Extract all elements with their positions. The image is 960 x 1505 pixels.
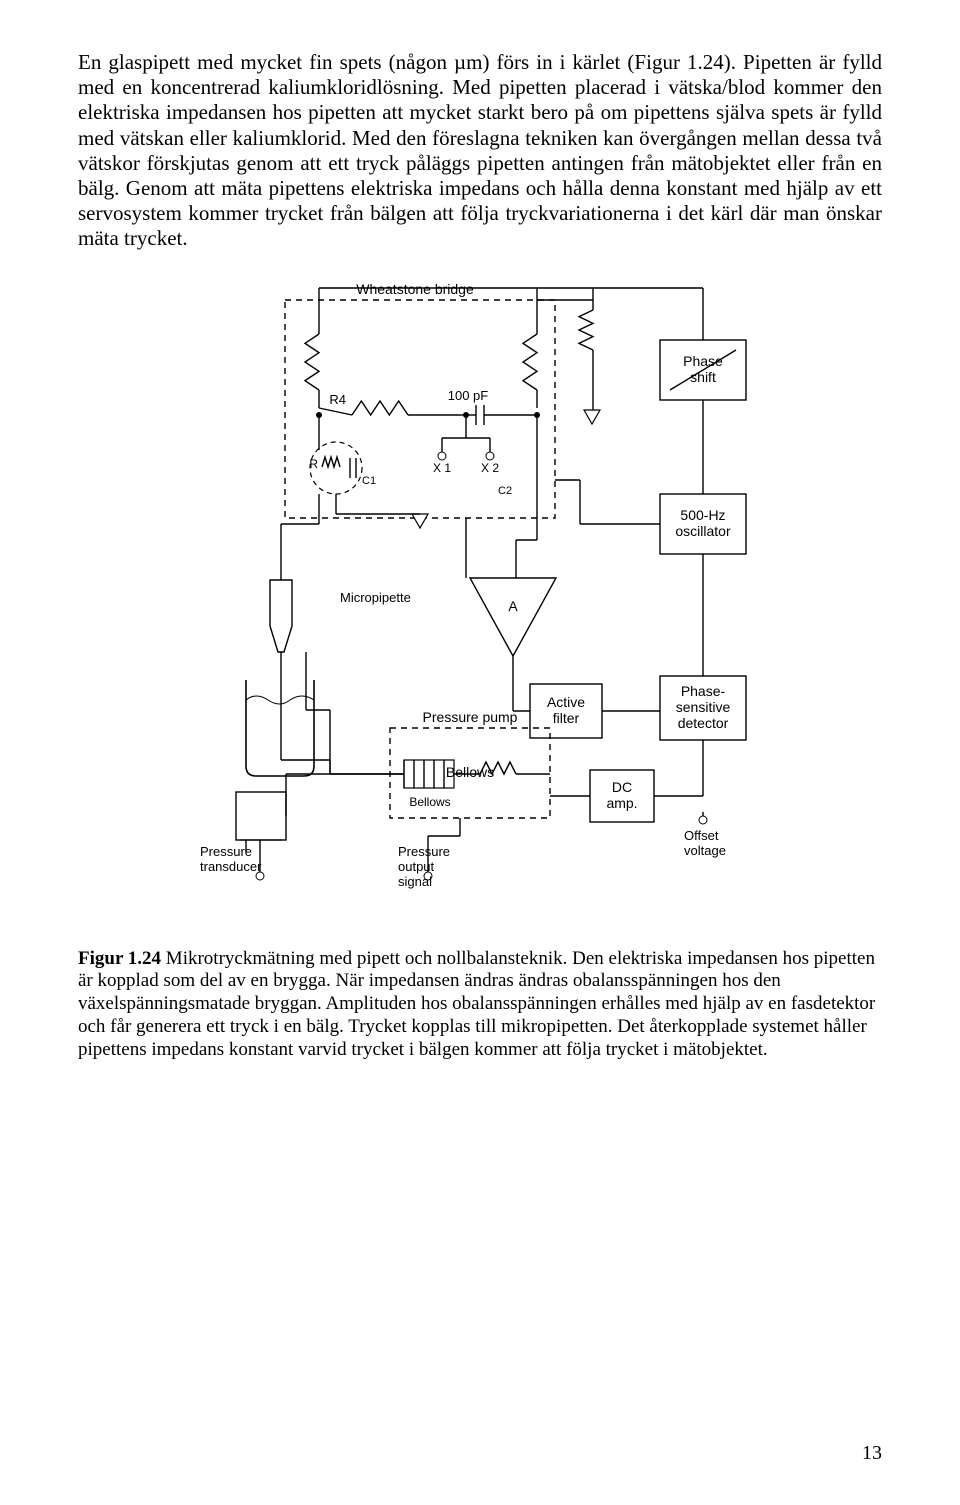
svg-text:Active: Active bbox=[547, 694, 585, 710]
svg-text:X 1: X 1 bbox=[433, 461, 451, 475]
svg-text:detector: detector bbox=[678, 715, 729, 731]
svg-text:500-Hz: 500-Hz bbox=[680, 507, 725, 523]
svg-text:R4: R4 bbox=[329, 392, 346, 407]
svg-text:transducer: transducer bbox=[200, 859, 262, 874]
svg-text:output: output bbox=[398, 859, 435, 874]
svg-text:amp.: amp. bbox=[606, 795, 637, 811]
svg-text:A: A bbox=[508, 598, 518, 614]
page-number: 13 bbox=[862, 1442, 882, 1465]
svg-text:Bellows: Bellows bbox=[446, 764, 494, 780]
svg-text:Offset: Offset bbox=[684, 828, 719, 843]
body-paragraph: En glaspipett med mycket fin spets (någo… bbox=[78, 50, 882, 252]
svg-text:X 2: X 2 bbox=[481, 461, 499, 475]
svg-text:Pressure: Pressure bbox=[398, 844, 450, 859]
svg-text:voltage: voltage bbox=[684, 843, 726, 858]
svg-text:Phase-: Phase- bbox=[681, 683, 726, 699]
svg-text:Micropipette: Micropipette bbox=[340, 590, 411, 605]
diagram-svg: Wheatstone bridgePhaseshift500-Hzoscilla… bbox=[160, 280, 800, 920]
svg-text:Pressure pump: Pressure pump bbox=[423, 709, 518, 725]
svg-text:oscillator: oscillator bbox=[675, 523, 731, 539]
svg-text:signal: signal bbox=[398, 874, 432, 889]
figure-caption-lead: Figur 1.24 bbox=[78, 948, 161, 969]
svg-text:sensitive: sensitive bbox=[676, 699, 731, 715]
svg-text:R: R bbox=[309, 457, 318, 471]
svg-text:C1: C1 bbox=[362, 475, 376, 487]
svg-text:Wheatstone bridge: Wheatstone bridge bbox=[356, 281, 474, 297]
svg-text:DC: DC bbox=[612, 779, 632, 795]
svg-text:C2: C2 bbox=[498, 485, 512, 497]
figure-caption-text: Mikrotryckmätning med pipett och nollbal… bbox=[78, 948, 875, 1060]
svg-text:shift: shift bbox=[690, 369, 716, 385]
svg-text:filter: filter bbox=[553, 710, 580, 726]
circuit-diagram: Wheatstone bridgePhaseshift500-Hzoscilla… bbox=[160, 280, 800, 920]
figure-container: Wheatstone bridgePhaseshift500-Hzoscilla… bbox=[78, 280, 882, 920]
svg-text:Pressure: Pressure bbox=[200, 844, 252, 859]
svg-text:100 pF: 100 pF bbox=[448, 388, 489, 403]
figure-caption: Figur 1.24 Mikrotryckmätning med pipett … bbox=[78, 948, 882, 1062]
svg-text:Bellows: Bellows bbox=[409, 795, 450, 809]
